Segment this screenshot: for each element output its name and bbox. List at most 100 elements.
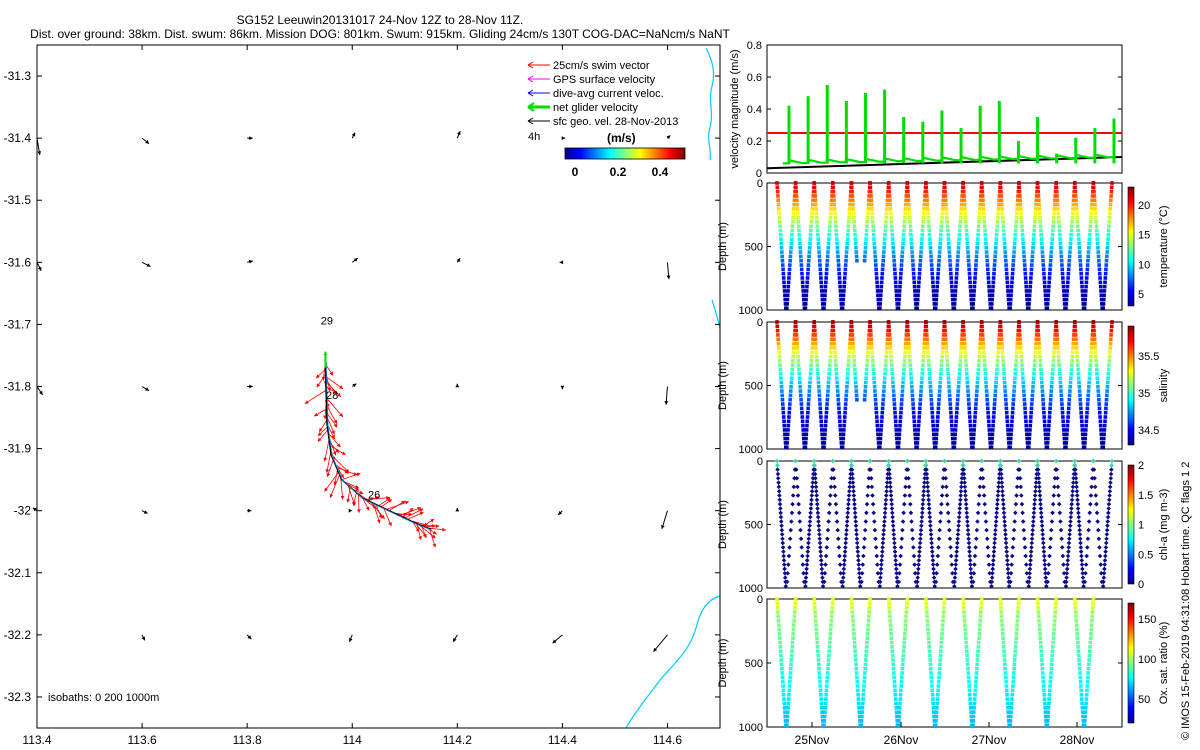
profile-point (792, 333, 797, 337)
profile-point (848, 341, 852, 346)
profile-point (1056, 346, 1060, 350)
profile-point (827, 233, 831, 237)
profile-point (812, 597, 817, 601)
profile-point (967, 406, 971, 411)
profile-point (786, 553, 792, 559)
profile-point (1050, 510, 1055, 516)
profile-point (1090, 194, 1095, 198)
swim-vectors (304, 361, 446, 548)
profile-point (887, 328, 892, 333)
profile-point (1022, 393, 1026, 398)
profile-point (815, 228, 820, 233)
profile-point (920, 233, 925, 237)
profile-point (1097, 402, 1101, 406)
profile-point (894, 432, 899, 437)
swim-vector-4-7 (352, 492, 357, 506)
profile-point (852, 228, 857, 233)
profile-point (778, 510, 783, 516)
profile-point (938, 376, 943, 380)
profile-point (804, 571, 809, 576)
profile-point (1099, 293, 1104, 298)
profile-point (1049, 671, 1053, 675)
profile-point (915, 579, 920, 585)
profile-point (978, 207, 982, 211)
profile-point (1076, 653, 1081, 658)
profile-point (921, 215, 926, 220)
profile-point (899, 406, 904, 411)
geo-vector-13 (666, 262, 671, 280)
profile-point (1109, 333, 1113, 337)
swim-vector-2-3 (327, 432, 341, 448)
profile-point (922, 202, 927, 207)
profile-point (892, 263, 897, 267)
profile-point (957, 237, 961, 241)
profile-point (809, 493, 815, 498)
profile-point (823, 553, 829, 559)
profile-point (1094, 359, 1098, 363)
profile-point (929, 393, 933, 398)
profile-point (829, 202, 834, 207)
profile-point (1055, 484, 1061, 490)
profile-point (849, 467, 855, 472)
net-speed-series (783, 85, 1116, 165)
profile-point (1037, 484, 1042, 490)
profile-point (1059, 389, 1063, 393)
map-ytick-9: -32.2 (4, 628, 32, 642)
profile-point (887, 605, 892, 610)
profile-point (793, 605, 797, 610)
profile-point (1108, 211, 1112, 216)
profile-point (1087, 376, 1092, 380)
profile-point (1011, 258, 1016, 263)
profile-point (952, 445, 957, 450)
profile-point (955, 527, 961, 533)
profile-point (924, 476, 930, 481)
profile-point (945, 224, 950, 228)
profile-point (993, 245, 998, 250)
geo-vector-9 (247, 259, 253, 264)
profile-point (1107, 497, 1112, 503)
profile-point (838, 432, 843, 437)
profile-point (879, 423, 884, 428)
profile-point (954, 419, 958, 424)
profile-point (964, 359, 968, 363)
profile-point (824, 410, 829, 415)
profile-point (1009, 710, 1013, 714)
profile-point (1057, 510, 1063, 516)
profile-point (975, 245, 979, 250)
profile-point (1052, 341, 1057, 346)
swim-vector-7-5 (422, 518, 435, 527)
profile-point (831, 328, 836, 333)
profile-point (911, 410, 916, 415)
profile-point (794, 333, 799, 337)
profile-point (1054, 467, 1060, 472)
profile-point (1075, 359, 1080, 363)
profile-point (785, 306, 789, 311)
profile-point (926, 493, 931, 498)
profile-point (1010, 276, 1015, 280)
profile-point (1084, 415, 1089, 419)
profile-point (987, 284, 991, 289)
profile-point (1092, 484, 1098, 490)
profile-point (958, 359, 963, 363)
map-ytick-7: -32 (14, 504, 32, 518)
profile-point (956, 245, 961, 250)
profile-point (908, 363, 913, 367)
profile-point (815, 636, 819, 640)
profile-point (975, 510, 981, 516)
profile-cbar-tick-1-0: 34.5 (1138, 425, 1159, 437)
profile-cbar-tick-0-0: 5 (1138, 289, 1144, 301)
profile-point (1056, 501, 1062, 507)
profile-point (797, 233, 802, 237)
profile-point (932, 583, 937, 589)
profile-point (1001, 359, 1005, 363)
profile-point (810, 211, 814, 216)
profile-point (943, 189, 947, 194)
profile-point (1067, 397, 1072, 402)
profile-point (918, 527, 924, 533)
profile-point (1033, 354, 1037, 359)
profile-point (1019, 501, 1025, 507)
profile-point (1026, 306, 1031, 311)
profile-point (1108, 471, 1114, 477)
profile-point (1101, 575, 1107, 580)
profile-point (788, 389, 793, 393)
